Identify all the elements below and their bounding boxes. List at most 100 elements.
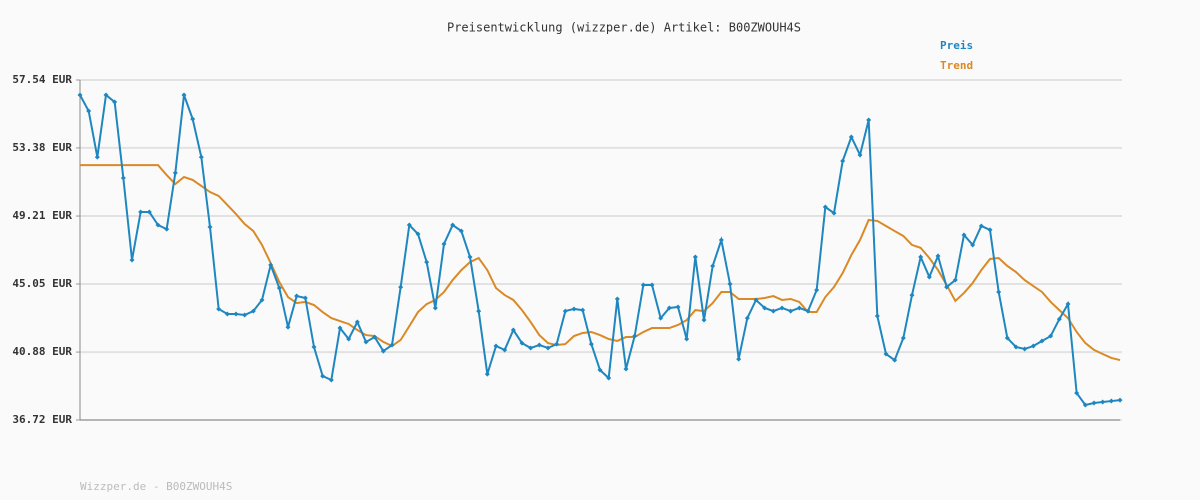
point-marker — [918, 254, 924, 260]
point-marker — [389, 342, 395, 348]
point-marker — [120, 175, 126, 181]
point-marker — [1117, 397, 1123, 403]
point-marker — [346, 336, 352, 342]
point-marker — [1091, 400, 1097, 406]
y-tick-label: 53.38 EUR — [12, 141, 72, 154]
point-marker — [926, 274, 932, 280]
point-marker — [866, 117, 872, 123]
point-marker — [961, 232, 967, 238]
point-marker — [1074, 390, 1080, 396]
point-marker — [684, 336, 690, 342]
point-marker — [372, 334, 378, 340]
point-marker — [155, 222, 161, 228]
point-marker — [710, 263, 716, 269]
point-marker — [406, 222, 412, 228]
point-marker — [354, 319, 360, 325]
point-marker — [900, 335, 906, 341]
point-marker — [233, 311, 239, 317]
point-marker — [320, 373, 326, 379]
point-marker — [909, 292, 915, 298]
y-tick-label: 49.21 EUR — [12, 209, 72, 222]
point-marker — [675, 304, 681, 310]
legend-label: Preis — [940, 39, 973, 52]
point-marker — [484, 371, 490, 377]
point-marker — [970, 242, 976, 248]
point-marker — [640, 282, 646, 288]
point-marker — [441, 241, 447, 247]
point-marker — [944, 284, 950, 290]
point-marker — [632, 333, 638, 339]
point-marker — [207, 224, 213, 230]
point-marker — [276, 285, 282, 291]
point-marker — [242, 312, 248, 318]
point-marker — [259, 297, 265, 303]
point-marker — [1039, 338, 1045, 344]
point-marker — [1030, 343, 1036, 349]
point-marker — [753, 297, 759, 303]
point-marker — [268, 262, 274, 268]
point-marker — [1082, 402, 1088, 408]
point-marker — [623, 366, 629, 372]
point-marker — [588, 341, 594, 347]
point-marker — [190, 116, 196, 122]
point-marker — [1056, 316, 1062, 322]
point-marker — [432, 305, 438, 311]
point-marker — [718, 237, 724, 243]
point-marker — [536, 342, 542, 348]
point-marker — [840, 158, 846, 164]
point-marker — [874, 313, 880, 319]
point-marker — [493, 343, 499, 349]
point-marker — [328, 377, 334, 383]
point-marker — [796, 305, 802, 311]
y-tick-label: 57.54 EUR — [12, 73, 72, 86]
point-marker — [987, 227, 993, 233]
point-marker — [1004, 335, 1010, 341]
point-marker — [363, 339, 369, 345]
point-marker — [415, 231, 421, 237]
point-marker — [1048, 333, 1054, 339]
point-marker — [424, 259, 430, 265]
point-marker — [1108, 398, 1114, 404]
point-marker — [701, 317, 707, 323]
point-marker — [94, 154, 100, 160]
point-marker — [571, 306, 577, 312]
point-marker — [788, 308, 794, 314]
point-marker — [1065, 301, 1071, 307]
point-marker — [294, 293, 300, 299]
point-marker — [770, 308, 776, 314]
point-marker — [554, 341, 560, 347]
point-marker — [744, 315, 750, 321]
point-marker — [736, 356, 742, 362]
point-marker — [666, 305, 672, 311]
point-marker — [181, 92, 187, 98]
point-marker — [519, 340, 525, 346]
point-marker — [658, 315, 664, 321]
point-marker — [762, 305, 768, 311]
point-marker — [814, 287, 820, 293]
point-marker — [198, 154, 204, 160]
point-marker — [172, 170, 178, 176]
point-marker — [545, 345, 551, 351]
point-marker — [467, 254, 473, 260]
point-marker — [476, 308, 482, 314]
point-marker — [138, 209, 144, 215]
point-marker — [857, 152, 863, 158]
point-marker — [883, 351, 889, 357]
point-marker — [1013, 344, 1019, 350]
point-marker — [224, 311, 230, 317]
point-marker — [692, 254, 698, 260]
point-marker — [502, 347, 508, 353]
point-marker — [727, 281, 733, 287]
point-marker — [458, 228, 464, 234]
point-marker — [580, 307, 586, 313]
point-marker — [822, 204, 828, 210]
point-marker — [337, 325, 343, 331]
point-marker — [380, 348, 386, 354]
point-marker — [216, 306, 222, 312]
footer: Wizzper.de - B00ZWOUH4S — [80, 480, 232, 493]
point-marker — [562, 308, 568, 314]
point-marker — [978, 223, 984, 229]
point-marker — [935, 253, 941, 259]
